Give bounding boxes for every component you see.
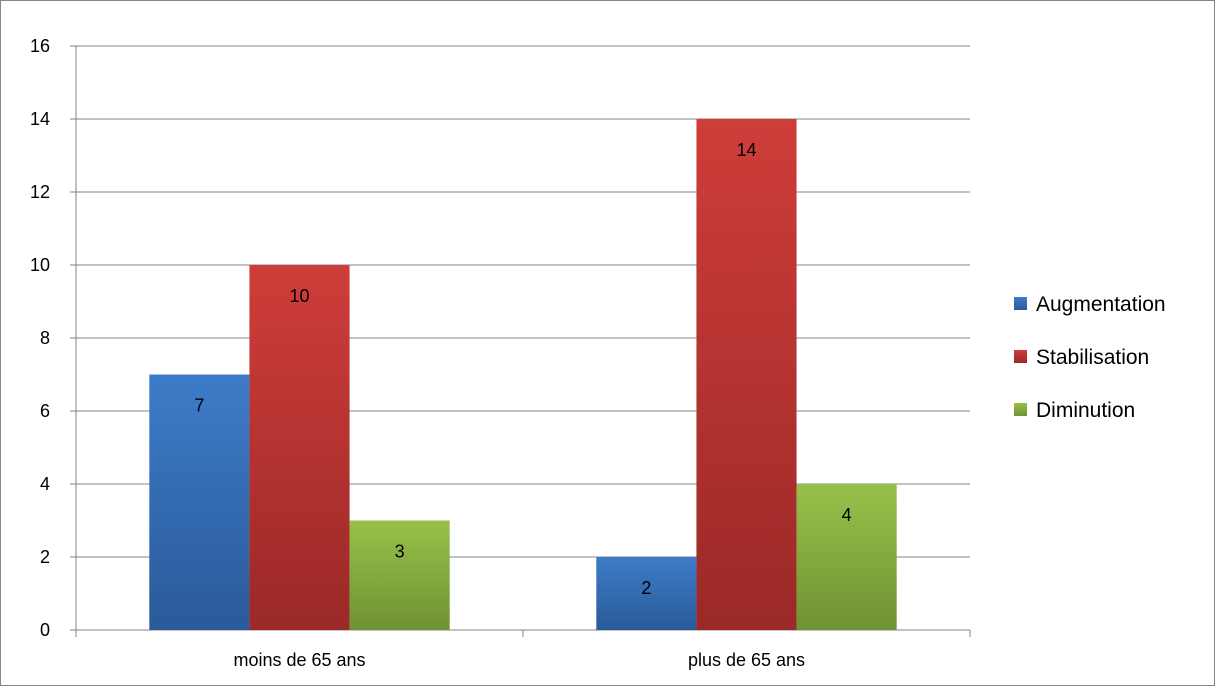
legend-swatch: [1014, 403, 1027, 416]
x-category-label: plus de 65 ans: [688, 650, 805, 670]
data-label: 10: [289, 286, 309, 306]
data-label: 14: [736, 140, 756, 160]
y-tick-label: 8: [40, 328, 50, 348]
legend-label: Stabilisation: [1036, 346, 1149, 369]
legend: Augmentation Stabilisation Diminution: [1014, 293, 1166, 422]
data-label: 3: [395, 542, 405, 562]
data-labels: 7 10 3 2 14 4: [194, 140, 851, 598]
y-tick-label: 12: [30, 182, 50, 202]
data-label: 7: [194, 396, 204, 416]
y-tick-label: 0: [40, 620, 50, 640]
bar-diminution-2: [796, 484, 897, 630]
y-axis: 0 2 4 6 8 10 12 14 16: [30, 36, 77, 640]
bar-diminution-1: [349, 520, 450, 630]
x-category-label: moins de 65 ans: [233, 650, 365, 670]
data-label: 2: [641, 578, 651, 598]
y-tick-label: 4: [40, 474, 50, 494]
legend-swatch: [1014, 297, 1027, 310]
data-label: 4: [842, 505, 852, 525]
y-tick-label: 14: [30, 109, 50, 129]
y-tick-label: 10: [30, 255, 50, 275]
legend-label: Augmentation: [1036, 293, 1166, 316]
bar-augmentation-2: [596, 557, 697, 630]
bars: [149, 119, 897, 630]
y-tick-label: 6: [40, 401, 50, 421]
y-tick-label: 2: [40, 547, 50, 567]
y-tick-label: 16: [30, 36, 50, 56]
bar-stabilisation-1: [249, 265, 350, 630]
bar-augmentation-1: [149, 374, 250, 630]
legend-swatch: [1014, 350, 1027, 363]
legend-label: Diminution: [1036, 399, 1135, 422]
bar-stabilisation-2: [696, 119, 797, 630]
x-axis: moins de 65 ans plus de 65 ans: [75, 629, 971, 670]
